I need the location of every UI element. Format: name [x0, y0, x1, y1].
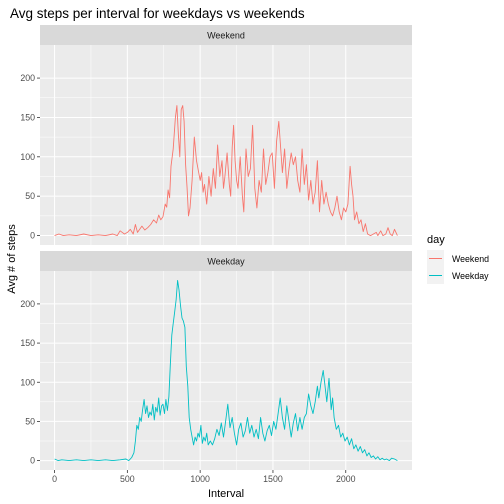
y-tick-label: 0	[30, 456, 35, 466]
y-axis-title: Avg # of steps	[6, 224, 18, 294]
y-tick-label: 50	[25, 416, 35, 426]
strip-label: Weekend	[207, 31, 245, 41]
x-tick-label: 500	[120, 474, 135, 484]
series-line-weekend	[54, 105, 398, 237]
y-tick-label: 50	[25, 191, 35, 201]
y-tick-label: 150	[20, 112, 35, 122]
y-tick-label: 200	[20, 299, 35, 309]
x-tick-label: 1000	[190, 474, 210, 484]
panel-weekend: Weekend 0 50 100 150 200	[20, 25, 412, 245]
legend-label-weekend: Weekend	[452, 254, 489, 264]
x-tick-label: 0	[52, 474, 57, 484]
strip-background	[40, 251, 412, 271]
strip-background	[40, 25, 412, 45]
x-axis-title: Interval	[208, 488, 244, 500]
legend: day Weekend Weekday	[427, 234, 489, 284]
legend-title: day	[427, 234, 445, 246]
y-tick-label: 100	[20, 377, 35, 387]
chart-title: Avg steps per interval for weekdays vs w…	[10, 6, 305, 21]
series-line-weekday	[54, 279, 398, 462]
y-tick-label: 150	[20, 338, 35, 348]
y-tick-label: 200	[20, 73, 35, 83]
panel-background	[40, 271, 412, 470]
x-tick-label: 1500	[263, 474, 283, 484]
y-tick-label: 100	[20, 152, 35, 162]
y-tick-label: 0	[30, 231, 35, 241]
legend-label-weekday: Weekday	[452, 271, 489, 281]
legend-items: Weekend Weekday	[427, 250, 489, 284]
strip-label: Weekday	[207, 257, 245, 267]
x-tick-label: 2000	[336, 474, 356, 484]
